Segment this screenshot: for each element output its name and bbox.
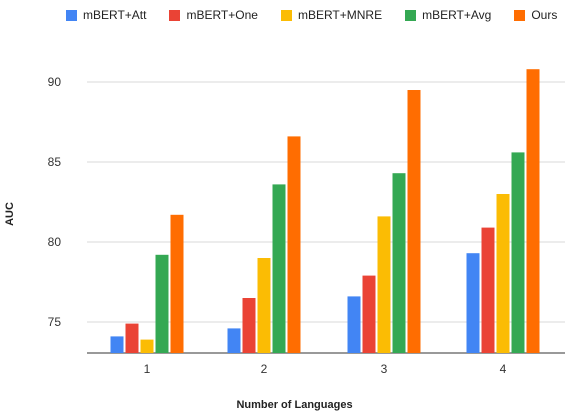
legend-swatch: [280, 9, 292, 21]
legend-label: mBERT+Avg: [422, 8, 492, 22]
bar: [257, 258, 271, 353]
legend-swatch: [169, 9, 181, 21]
legend-swatch: [405, 9, 417, 21]
chart-legend: mBERT+Att mBERT+One mBERT+MNRE mBERT+Avg Our…: [66, 8, 569, 22]
y-tick-label: 75: [48, 315, 62, 329]
bar: [526, 69, 540, 353]
bar: [155, 254, 169, 353]
bar: [347, 296, 361, 353]
bar: [242, 298, 256, 353]
bar: [377, 216, 391, 353]
y-tick-label: 85: [48, 155, 62, 169]
legend-swatch: [514, 9, 526, 21]
legend-label: mBERT+Att: [83, 8, 147, 22]
bar: [362, 275, 376, 353]
y-axis-label: AUC: [3, 202, 16, 226]
bar: [511, 152, 525, 353]
legend-item: Ours: [514, 8, 557, 22]
x-tick-label: 4: [500, 362, 507, 376]
bar: [110, 336, 124, 353]
legend-item: mBERT+Att: [66, 8, 146, 22]
x-tick-label: 3: [381, 362, 388, 376]
bar: [481, 227, 495, 353]
bar: [407, 90, 421, 353]
legend-label: mBERT+One: [186, 8, 258, 22]
bar: [287, 136, 301, 353]
bar: [496, 194, 510, 353]
bar: [227, 328, 241, 353]
bar: [272, 184, 286, 353]
x-tick-label: 2: [261, 362, 268, 376]
legend-label: Ours: [531, 8, 558, 22]
legend-item: mBERT+One: [169, 8, 258, 22]
bar: [466, 253, 480, 353]
bar: [170, 214, 184, 353]
legend-item: mBERT+Avg: [405, 8, 491, 22]
y-tick-label: 90: [48, 75, 62, 89]
bar: [140, 339, 154, 353]
bar: [125, 323, 139, 353]
y-tick-label: 80: [48, 235, 62, 249]
legend-swatch: [66, 9, 77, 21]
x-tick-label: 1: [144, 362, 151, 376]
legend-label: mBERT+MNRE: [297, 8, 383, 22]
bar: [392, 173, 406, 353]
x-axis-label: Number of Languages: [236, 399, 353, 411]
legend-item: mBERT+MNRE: [280, 8, 383, 22]
